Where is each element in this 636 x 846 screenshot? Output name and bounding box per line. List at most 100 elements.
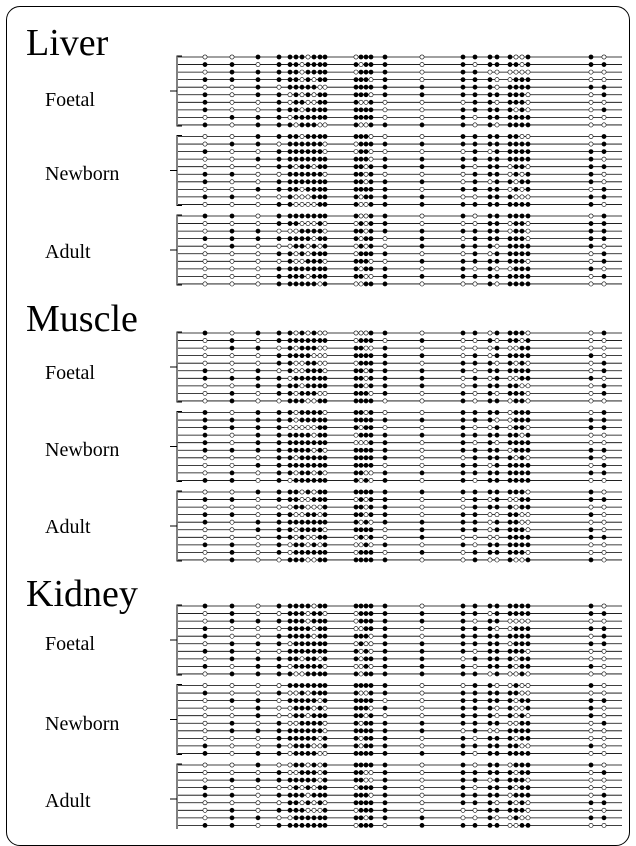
methylated-cpg-dot bbox=[358, 713, 364, 719]
unmethylated-cpg-dot bbox=[525, 330, 531, 336]
methylated-cpg-dot bbox=[601, 720, 607, 726]
unmethylated-cpg-dot bbox=[472, 345, 478, 351]
unmethylated-cpg-dot bbox=[487, 69, 493, 75]
methylated-cpg-dot bbox=[601, 213, 607, 219]
unmethylated-cpg-dot bbox=[588, 99, 594, 105]
unmethylated-cpg-dot bbox=[601, 115, 607, 120]
methylated-cpg-dot bbox=[525, 698, 531, 703]
methylated-cpg-dot bbox=[368, 728, 374, 734]
unmethylated-cpg-dot bbox=[601, 542, 607, 548]
unmethylated-cpg-dot bbox=[472, 213, 478, 219]
unmethylated-cpg-dot bbox=[507, 266, 513, 272]
methylated-cpg-dot bbox=[322, 777, 328, 783]
unmethylated-cpg-dot bbox=[419, 360, 425, 366]
methylated-cpg-dot bbox=[419, 273, 425, 279]
methylated-cpg-dot bbox=[460, 432, 466, 438]
methylated-cpg-dot bbox=[353, 815, 359, 821]
methylated-cpg-dot bbox=[305, 107, 311, 113]
methylated-cpg-dot bbox=[460, 186, 466, 192]
unmethylated-cpg-dot bbox=[513, 705, 519, 711]
unmethylated-cpg-dot bbox=[255, 149, 261, 154]
methylated-cpg-dot bbox=[472, 410, 478, 415]
methylated-cpg-dot bbox=[322, 497, 328, 502]
methylated-cpg-dot bbox=[317, 141, 323, 147]
methylated-cpg-dot bbox=[317, 641, 323, 647]
unmethylated-cpg-dot bbox=[363, 815, 369, 821]
methylated-cpg-dot bbox=[276, 115, 282, 120]
methylated-cpg-dot bbox=[419, 671, 425, 677]
methylated-cpg-dot bbox=[322, 648, 328, 654]
unmethylated-cpg-dot bbox=[229, 149, 235, 154]
methylated-cpg-dot bbox=[494, 611, 500, 616]
methylated-cpg-dot bbox=[487, 164, 493, 170]
methylated-cpg-dot bbox=[317, 251, 323, 257]
methylated-cpg-dot bbox=[460, 618, 466, 624]
methylated-cpg-dot bbox=[358, 375, 364, 381]
methylated-cpg-dot bbox=[487, 115, 493, 120]
methylated-cpg-dot bbox=[382, 266, 388, 272]
methylated-cpg-dot bbox=[287, 54, 293, 60]
methylated-cpg-dot bbox=[305, 815, 311, 821]
unmethylated-cpg-dot bbox=[507, 345, 513, 351]
methylated-cpg-dot bbox=[487, 626, 493, 632]
unmethylated-cpg-dot bbox=[507, 683, 513, 688]
methylated-cpg-dot bbox=[507, 633, 513, 639]
methylated-cpg-dot bbox=[525, 478, 531, 483]
unmethylated-cpg-dot bbox=[588, 273, 594, 279]
methylated-cpg-dot bbox=[317, 171, 323, 177]
methylated-cpg-dot bbox=[513, 281, 519, 287]
unmethylated-cpg-dot bbox=[382, 107, 388, 113]
unmethylated-cpg-dot bbox=[601, 751, 607, 756]
unmethylated-cpg-dot bbox=[525, 134, 531, 139]
unmethylated-cpg-dot bbox=[513, 179, 519, 185]
methylated-cpg-dot bbox=[601, 149, 607, 154]
unmethylated-cpg-dot bbox=[363, 410, 369, 415]
unmethylated-cpg-dot bbox=[353, 338, 359, 343]
methylated-cpg-dot bbox=[487, 698, 493, 703]
unmethylated-cpg-dot bbox=[229, 54, 235, 60]
methylated-cpg-dot bbox=[507, 728, 513, 734]
methylated-cpg-dot bbox=[293, 800, 299, 806]
methylated-cpg-dot bbox=[363, 107, 369, 113]
methylated-cpg-dot bbox=[317, 470, 323, 476]
methylated-cpg-dot bbox=[299, 149, 305, 154]
methylated-cpg-dot bbox=[358, 410, 364, 415]
methylated-cpg-dot bbox=[358, 243, 364, 249]
unmethylated-cpg-dot bbox=[311, 626, 317, 632]
methylated-cpg-dot bbox=[299, 626, 305, 632]
methylated-cpg-dot bbox=[311, 648, 317, 654]
methylated-cpg-dot bbox=[353, 800, 359, 806]
unmethylated-cpg-dot bbox=[255, 823, 261, 828]
methylated-cpg-dot bbox=[317, 720, 323, 726]
methylated-cpg-dot bbox=[382, 417, 388, 423]
methylated-cpg-dot bbox=[513, 542, 519, 548]
methylated-cpg-dot bbox=[513, 440, 519, 446]
methylated-cpg-dot bbox=[368, 447, 374, 453]
unmethylated-cpg-dot bbox=[202, 360, 208, 366]
methylated-cpg-dot bbox=[588, 62, 594, 67]
unmethylated-cpg-dot bbox=[419, 603, 425, 609]
methylated-cpg-dot bbox=[202, 648, 208, 654]
methylated-cpg-dot bbox=[487, 410, 493, 415]
unmethylated-cpg-dot bbox=[494, 390, 500, 396]
methylated-cpg-dot bbox=[494, 107, 500, 113]
methylated-cpg-dot bbox=[287, 69, 293, 75]
unmethylated-cpg-dot bbox=[460, 353, 466, 359]
unmethylated-cpg-dot bbox=[513, 735, 519, 741]
methylated-cpg-dot bbox=[460, 512, 466, 518]
unmethylated-cpg-dot bbox=[293, 345, 299, 351]
methylated-cpg-dot bbox=[229, 141, 235, 147]
methylated-cpg-dot bbox=[472, 360, 478, 366]
unmethylated-cpg-dot bbox=[202, 489, 208, 495]
methylated-cpg-dot bbox=[363, 542, 369, 548]
methylated-cpg-dot bbox=[494, 202, 500, 207]
methylated-cpg-dot bbox=[317, 92, 323, 98]
methylated-cpg-dot bbox=[353, 134, 359, 139]
methylated-cpg-dot bbox=[472, 504, 478, 510]
unmethylated-cpg-dot bbox=[368, 664, 374, 669]
unmethylated-cpg-dot bbox=[588, 115, 594, 120]
unmethylated-cpg-dot bbox=[299, 258, 305, 264]
methylated-cpg-dot bbox=[293, 603, 299, 609]
methylated-cpg-dot bbox=[287, 656, 293, 662]
unmethylated-cpg-dot bbox=[202, 455, 208, 461]
